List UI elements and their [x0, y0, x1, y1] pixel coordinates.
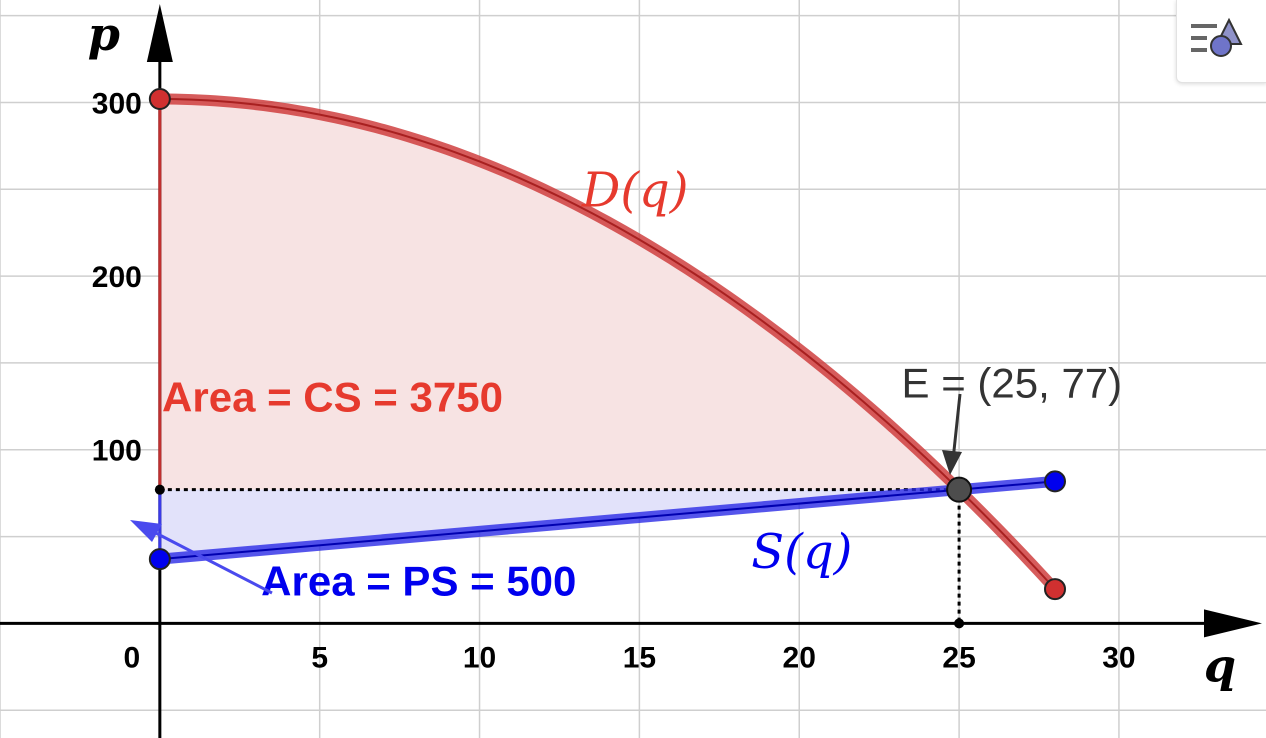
x-tick-label: 30 — [1102, 641, 1135, 674]
demand-curve-core — [159, 97, 1056, 590]
producer-surplus-label: Area = PS = 500 — [261, 558, 576, 605]
ps-arrow-head — [130, 520, 162, 542]
equilibrium-quantity-point — [954, 618, 965, 629]
consumer-surplus-label: Area = CS = 3750 — [162, 374, 503, 421]
equilibrium-point — [946, 476, 973, 503]
eq-arrow-head — [942, 450, 962, 475]
demand-start-point — [148, 87, 171, 110]
x-tick-label: 10 — [463, 641, 496, 674]
equilibrium-label: E = (25, 77) — [902, 360, 1123, 407]
y-axis-arrowhead — [146, 4, 173, 62]
x-tick-label: 20 — [783, 641, 816, 674]
x-tick-label: 15 — [623, 641, 656, 674]
demand-end-point — [1044, 578, 1066, 601]
y-axis-label: p — [88, 7, 120, 61]
x-tick-label: 5 — [311, 641, 328, 674]
x-tick-label: 0 — [124, 641, 141, 674]
supply-curve-core — [159, 480, 1056, 561]
x-axis-arrowhead — [1204, 609, 1262, 638]
equilibrium-price-point — [154, 484, 165, 495]
function-curves — [154, 93, 1061, 595]
y-tick-label: 200 — [92, 261, 142, 294]
equilibrium-pointer-arrow — [942, 393, 962, 475]
graphics-style-icon — [1191, 17, 1243, 57]
consumer-surplus-area — [159, 98, 960, 490]
ps-arrow-shaft — [149, 528, 273, 595]
supply-end-point — [1044, 470, 1066, 493]
supply-function-label: S(q) — [751, 524, 852, 580]
y-tick-label: 100 — [92, 435, 142, 468]
x-tick-labels: 0 5 10 15 20 25 30 — [124, 641, 1136, 674]
x-tick-label: 25 — [942, 641, 975, 674]
curve-points — [148, 87, 1066, 629]
y-tick-label: 300 — [92, 87, 142, 120]
producer-surplus-pointer-arrow — [130, 520, 273, 595]
eq-arrow-shaft — [951, 393, 962, 461]
demand-function-label: D(q) — [581, 163, 689, 219]
y-tick-labels: 100 200 300 — [92, 87, 142, 467]
supply-start-point — [148, 548, 171, 571]
x-axis-label: q — [1204, 638, 1236, 692]
style-bar-toggle-button[interactable] — [1176, 0, 1266, 83]
